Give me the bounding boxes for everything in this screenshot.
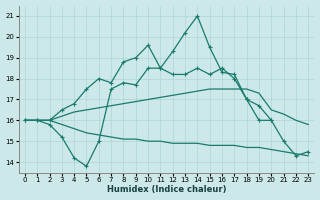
X-axis label: Humidex (Indice chaleur): Humidex (Indice chaleur) <box>107 185 226 194</box>
